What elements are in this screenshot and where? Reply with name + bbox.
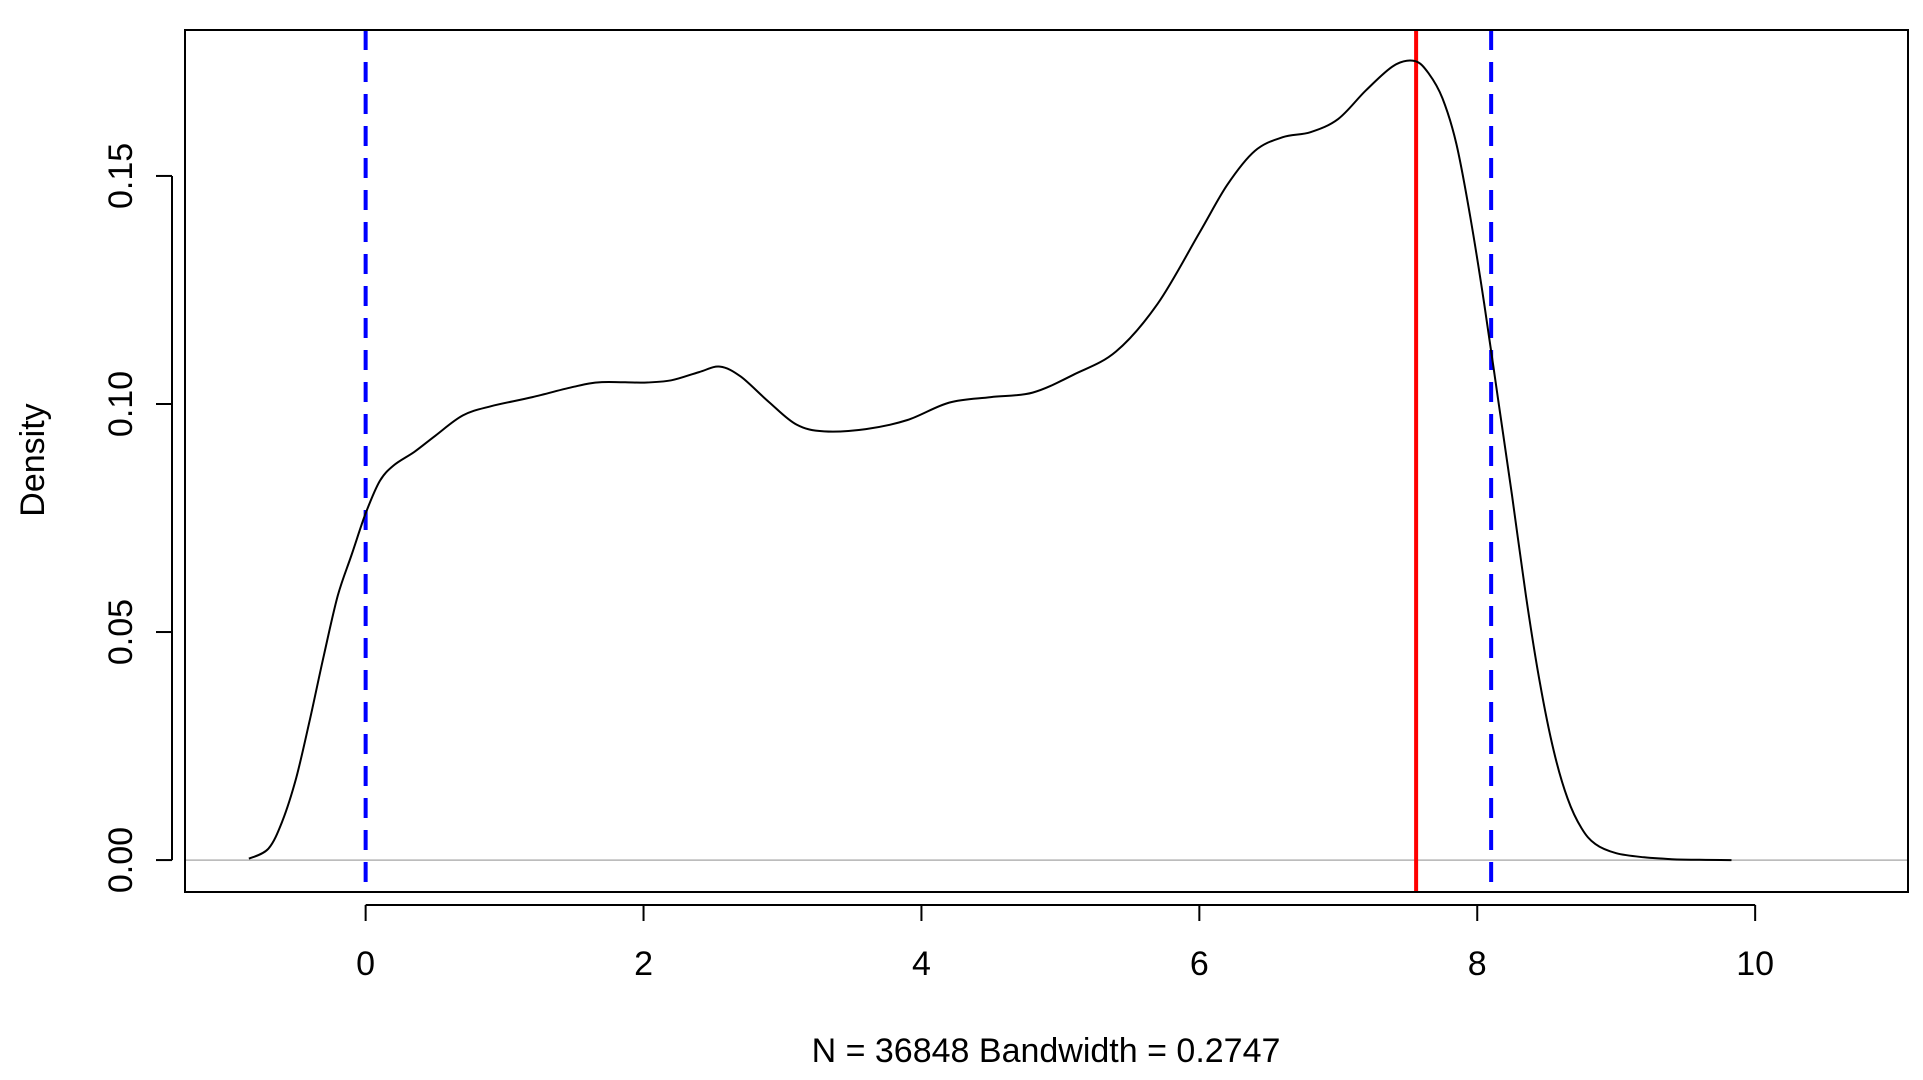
y-tick-label: 0.10 xyxy=(102,371,140,437)
density-series xyxy=(248,59,1732,862)
x-tick-label: 2 xyxy=(634,945,653,983)
x-tick-label: 10 xyxy=(1736,945,1774,983)
y-tick-label: 0.15 xyxy=(102,143,140,209)
x-tick-label: 8 xyxy=(1468,945,1487,983)
x-axis-title: N = 36848 Bandwidth = 0.2747 xyxy=(812,1032,1281,1070)
x-tick-label: 0 xyxy=(356,945,375,983)
y-axis-title: Density xyxy=(14,403,52,516)
x-tick-label: 4 xyxy=(912,945,931,983)
plot-frame xyxy=(184,29,1909,893)
x-axis: 0 2 4 6 8 10 xyxy=(356,904,1774,983)
density-curve-0 xyxy=(248,59,1732,862)
x-tick-label: 6 xyxy=(1190,945,1209,983)
reference-lines xyxy=(185,30,1908,892)
y-axis: 0.00 0.05 0.10 0.15 xyxy=(102,143,173,893)
y-tick-label: 0.00 xyxy=(102,827,140,893)
y-tick-label: 0.05 xyxy=(102,599,140,665)
